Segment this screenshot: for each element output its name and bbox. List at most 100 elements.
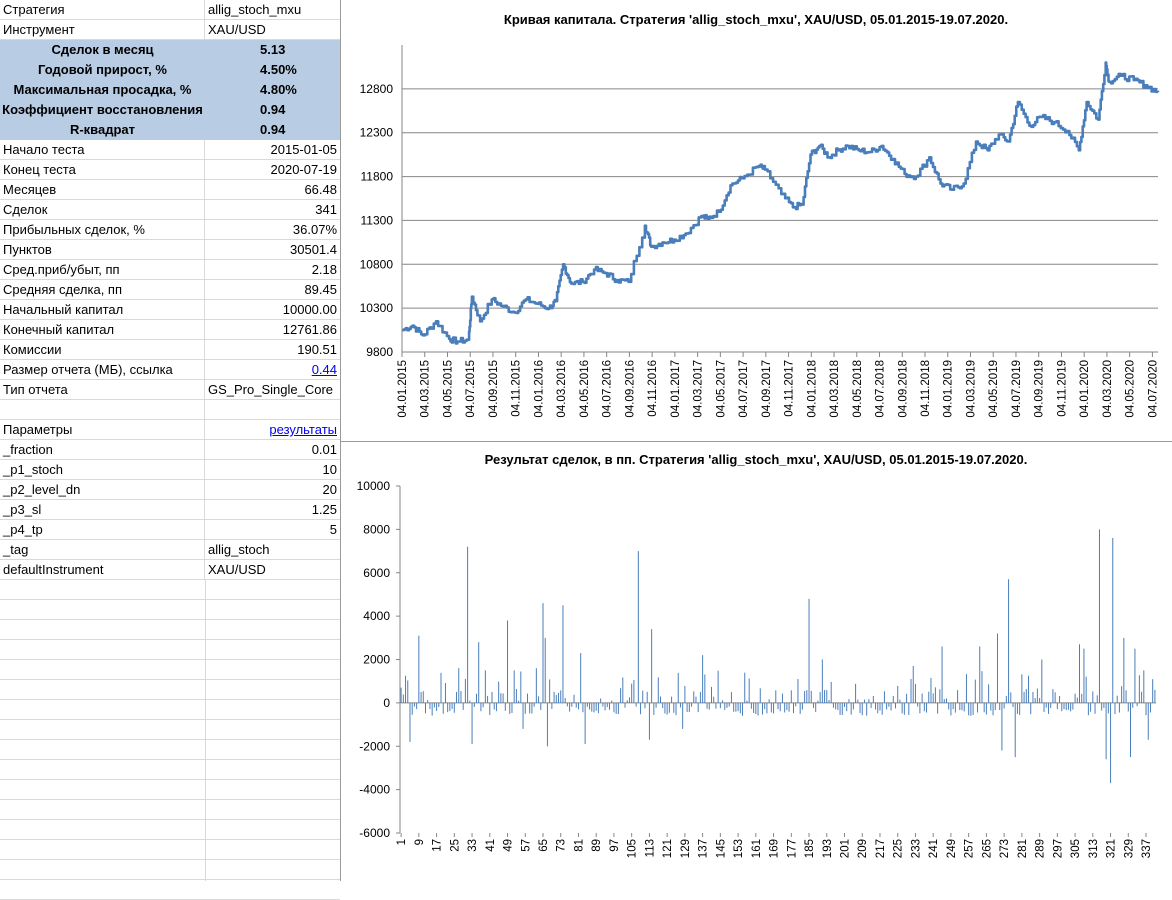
x-tick-label: 04.07.2015 — [465, 360, 477, 418]
x-tick-label: 297 — [1052, 839, 1064, 858]
x-tick-label: 04.07.2018 — [875, 360, 887, 418]
x-tick-label: 04.05.2018 — [852, 360, 864, 418]
sheet-row-value: 4.50% — [260, 62, 297, 77]
y-tick-label: 0 — [383, 696, 390, 710]
x-tick-label: 04.01.2019 — [943, 360, 955, 418]
x-tick-label: 257 — [964, 839, 976, 858]
sheet-row-label: _p3_sl — [0, 500, 205, 519]
x-tick-label: 313 — [1088, 839, 1100, 858]
sheet-row-label: R-квадрат — [69, 122, 136, 137]
sheet-row-value: 20 — [322, 482, 337, 497]
sheet-row — [0, 400, 340, 420]
x-tick-label: 04.07.2016 — [602, 360, 614, 418]
x-tick-label: 153 — [733, 839, 745, 858]
sheet-row-value: 30501.4 — [290, 242, 337, 257]
x-tick-label: 04.03.2015 — [420, 360, 432, 418]
equity-line — [402, 61, 1160, 345]
sheet-row-value: 2015-01-05 — [270, 142, 338, 157]
x-tick-label: 04.09.2019 — [1034, 360, 1046, 418]
sheet-row-value: результаты — [205, 420, 340, 439]
sheet-row-value: XAU/USD — [208, 562, 266, 577]
x-tick-label: 121 — [662, 839, 674, 858]
y-tick-label: 10800 — [360, 257, 394, 271]
x-tick-label: 04.11.2018 — [920, 360, 932, 417]
sheet-row: Размер отчета (МБ), ссылка 0.44 — [0, 360, 340, 380]
sheet-row-label: Сделок в месяц — [51, 42, 154, 57]
x-tick-label: 04.09.2018 — [897, 360, 909, 418]
x-tick-label: 04.01.2016 — [533, 360, 545, 418]
trades-chart: Результат сделок, в пп. Стратегия 'allig… — [340, 441, 1172, 881]
sheet-row: _p3_sl 1.25 — [0, 500, 340, 520]
sheet-row-label: Максимальная просадка, % — [13, 82, 192, 97]
x-tick-label: 81 — [573, 839, 585, 852]
sheet-row: Комиссии 190.51 — [0, 340, 340, 360]
sheet-row: Сделок 341 — [0, 200, 340, 220]
sheet-row-value: 0.94 — [260, 102, 286, 117]
x-tick-label: 145 — [715, 839, 727, 858]
y-tick-label: 12300 — [360, 126, 394, 140]
sheet-row: Стратегия allig_stoch_mxu — [0, 0, 340, 20]
x-tick-label: 329 — [1123, 839, 1135, 858]
x-tick-label: 33 — [467, 839, 479, 852]
sheet-row-value: 10 — [322, 462, 337, 477]
sheet-row-label: Коэффициент восстановления — [2, 102, 203, 117]
x-tick-label: 04.11.2019 — [1056, 360, 1068, 417]
x-tick-label: 129 — [680, 839, 692, 858]
empty-sheet-row — [0, 600, 340, 620]
empty-sheet-row — [0, 620, 340, 640]
sheet-row-label: Тип отчета — [0, 380, 205, 399]
sheet-row-value: 190.51 — [297, 342, 337, 357]
empty-sheet-row — [0, 820, 340, 840]
x-tick-label: 04.09.2016 — [624, 360, 636, 418]
x-tick-label: 217 — [875, 839, 887, 858]
x-tick-label: 265 — [981, 839, 993, 858]
report-link[interactable]: результаты — [269, 422, 337, 437]
x-tick-label: 225 — [893, 839, 905, 858]
empty-sheet-row — [0, 720, 340, 740]
equity-chart-svg: Кривая капитала. Стратегия 'allig_stoch_… — [360, 12, 1160, 418]
sheet-row-label: Месяцев — [0, 180, 205, 199]
sheet-row-value: 0.44 — [205, 360, 340, 379]
sheet-row: _p4_tp 5 — [0, 520, 340, 540]
x-tick-label: 04.05.2019 — [988, 360, 1000, 418]
y-tick-label: 9800 — [366, 345, 393, 359]
x-tick-label: 04.05.2020 — [1125, 360, 1137, 418]
sheet-row-label: Размер отчета (МБ), ссылка — [0, 360, 205, 379]
empty-sheet-row — [0, 640, 340, 660]
y-tick-label: 11800 — [361, 170, 394, 184]
sheet-row-label: Прибыльных сделок, % — [0, 220, 205, 239]
x-tick-label: 04.01.2018 — [806, 360, 818, 418]
x-tick-label: 04.07.2019 — [1011, 360, 1023, 418]
sheet-row: Прибыльных сделок, % 36.07% — [0, 220, 340, 240]
y-tick-label: -2000 — [359, 739, 390, 753]
x-tick-label: 289 — [1035, 839, 1047, 858]
empty-sheet-row — [0, 860, 340, 880]
sheet-row: defaultInstrument XAU/USD — [0, 560, 340, 580]
sheet-row-value: 1.25 — [311, 502, 337, 517]
x-tick-label: 73 — [556, 839, 568, 852]
x-tick-label: 04.01.2020 — [1079, 360, 1091, 418]
sheet-row-value: 4.80% — [260, 82, 297, 97]
x-tick-label: 04.05.2016 — [579, 360, 591, 418]
x-tick-label: 105 — [627, 839, 639, 858]
report-link[interactable]: 0.44 — [311, 362, 337, 377]
empty-sheet-row — [0, 700, 340, 720]
y-tick-label: 8000 — [363, 522, 390, 536]
x-tick-label: 65 — [538, 839, 550, 852]
x-tick-label: 169 — [769, 839, 781, 858]
x-tick-label: 04.09.2017 — [761, 360, 773, 418]
x-tick-label: 193 — [822, 839, 834, 858]
sheet-row-label: Стратегия — [0, 0, 205, 19]
y-tick-label: -4000 — [359, 783, 390, 797]
sheet-row: Годовой прирост, % 4.50% — [0, 60, 340, 80]
x-tick-label: 1 — [396, 839, 408, 845]
x-tick-label: 249 — [946, 839, 958, 858]
equity-chart-title: Кривая капитала. Стратегия 'allig_stoch_… — [504, 12, 1008, 27]
sheet-row: Коэффициент восстановления 0.94 — [0, 100, 340, 120]
x-tick-label: 9 — [414, 839, 426, 845]
sheet-row-value: 5 — [329, 522, 337, 537]
sheet-row-value: GS_Pro_Single_Core — [208, 382, 334, 397]
x-tick-label: 04.03.2018 — [829, 360, 841, 418]
y-tick-label: 2000 — [363, 653, 390, 667]
sheet-row-value: 36.07% — [292, 222, 337, 237]
